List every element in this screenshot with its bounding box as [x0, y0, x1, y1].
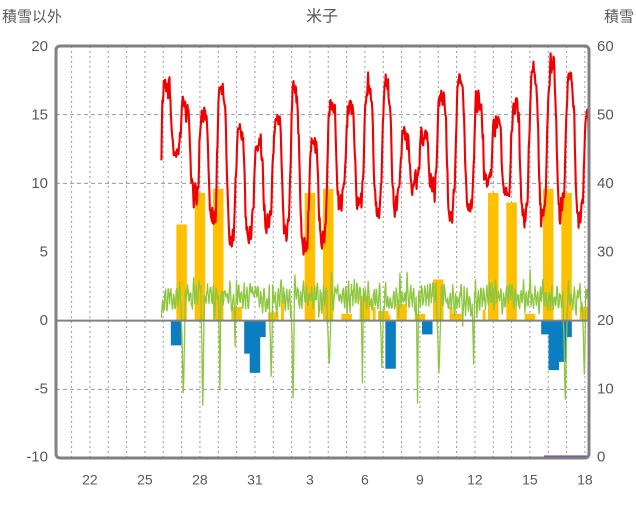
svg-text:-10: -10: [26, 449, 48, 466]
svg-text:22: 22: [82, 472, 98, 488]
svg-text:20: 20: [597, 312, 614, 329]
svg-text:12: 12: [467, 472, 483, 488]
svg-text:積雪: 積雪: [604, 9, 634, 26]
svg-text:0: 0: [597, 449, 605, 466]
svg-text:31: 31: [247, 472, 263, 488]
svg-text:10: 10: [31, 175, 48, 192]
svg-text:6: 6: [361, 472, 369, 488]
svg-text:25: 25: [137, 472, 153, 488]
svg-text:60: 60: [597, 38, 614, 55]
svg-text:40: 40: [597, 175, 614, 192]
svg-text:9: 9: [416, 472, 424, 488]
svg-text:18: 18: [577, 472, 593, 488]
svg-text:積雪以外: 積雪以外: [2, 9, 62, 26]
svg-text:3: 3: [306, 472, 314, 488]
svg-text:20: 20: [31, 38, 48, 55]
svg-text:15: 15: [31, 107, 48, 124]
svg-text:30: 30: [597, 244, 614, 261]
svg-text:10: 10: [597, 381, 614, 398]
svg-text:0: 0: [40, 312, 48, 329]
svg-text:-5: -5: [35, 381, 48, 398]
svg-text:米子: 米子: [306, 8, 338, 26]
svg-text:28: 28: [192, 472, 208, 488]
svg-text:50: 50: [597, 107, 614, 124]
svg-text:15: 15: [522, 472, 538, 488]
svg-text:5: 5: [40, 244, 48, 261]
